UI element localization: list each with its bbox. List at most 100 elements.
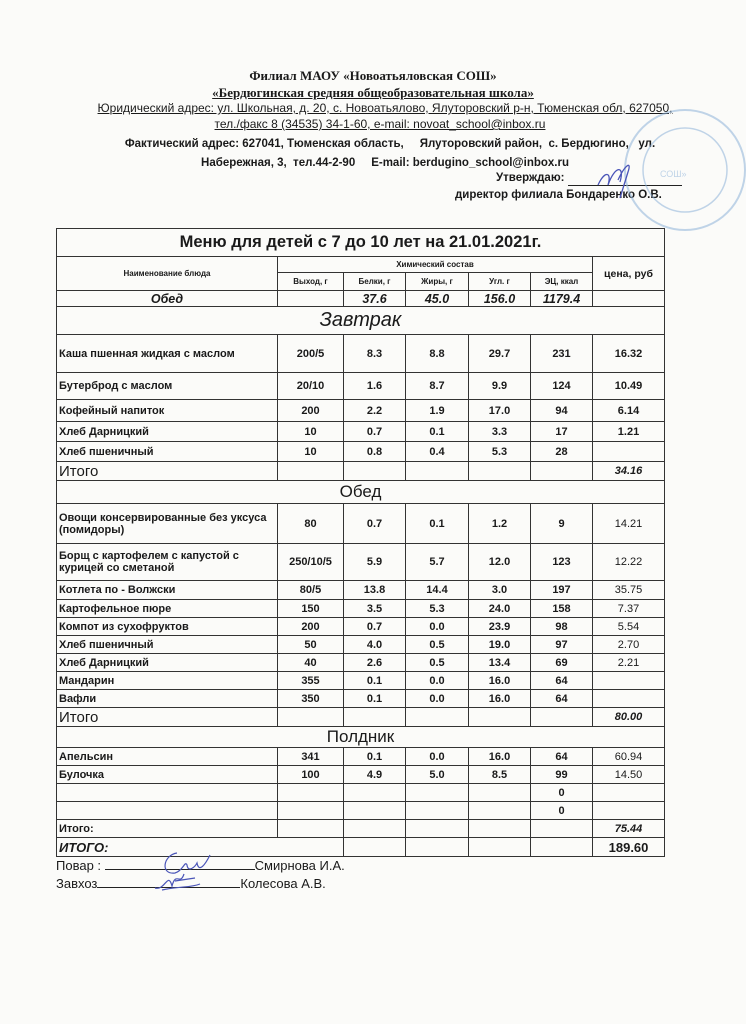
dish-protein: 0.1 [343,689,406,708]
dish-energy: 64 [530,689,593,708]
dish-fat: 5.3 [405,599,469,618]
school-name: «Бердюгинская средняя общеобразовательна… [212,85,534,100]
actual-address: Фактический адрес: 627041, Тюменская обл… [124,138,656,150]
dish-price: 1.21 [591,421,666,442]
dish-protein: 8.3 [343,334,406,373]
table-row: 0 [56,801,666,820]
dish-price: 60.94 [591,747,666,766]
col-fat-header: Жиры, г [405,272,469,291]
empty-cell [277,707,344,727]
dish-energy: 97 [530,635,593,654]
dish-fat: 8.8 [405,334,469,373]
table-row: Компот из сухофруктов 200 0.7 0.0 23.9 98 5.54 [56,617,666,636]
dish-energy: 28 [530,441,593,462]
dish-carbs: 3.3 [468,421,531,442]
dish-price: 10.49 [591,372,666,400]
dish-price [591,783,666,802]
dish-price: 14.21 [591,503,666,544]
dish-output [277,783,344,802]
summary-row: Обед 37.6 45.0 156.0 1179.4 [56,290,666,307]
dish-carbs: 19.0 [468,635,531,654]
section-total-row: Итого: 75.44 [56,819,666,838]
dish-output: 350 [277,689,344,708]
dish-fat: 0.5 [405,653,469,672]
dish-price: 2.70 [591,635,666,654]
dish-output: 20/10 [277,372,344,400]
dish-energy: 94 [530,399,593,422]
dish-price: 7.37 [591,599,666,618]
empty-cell [343,837,406,857]
table-row: Хлеб Дарницкий 10 0.7 0.1 3.3 17 1.21 [56,421,666,442]
dish-output [277,801,344,820]
dish-fat: 5.0 [405,765,469,784]
section-total-row: Итого 80.00 [56,707,666,727]
dish-protein: 4.0 [343,635,406,654]
menu-title-row: Меню для детей с 7 до 10 лет на 21.01.20… [55,228,666,257]
cook-name: Смирнова И.А. [254,858,345,873]
dish-energy: 64 [530,671,593,690]
dish-price: 16.32 [591,334,666,373]
dish-energy: 98 [530,617,593,636]
dish-carbs: 3.0 [468,580,531,600]
legal-address: Юридический адрес: ул. Школьная, д. 20, … [97,101,673,115]
dish-protein: 0.7 [343,421,406,442]
dish-carbs: 8.5 [468,765,531,784]
dish-name: Хлеб пшеничный [56,635,278,654]
summary-price [591,290,666,307]
section-total-price: 75.44 [591,819,666,838]
dish-protein: 0.1 [343,671,406,690]
dish-name: Хлеб Дарницкий [56,653,278,672]
dish-energy: 69 [530,653,593,672]
supply-signature-line: Завхоз Колесова А.В. [56,876,326,891]
col-name-header: Наименование блюда [56,256,278,291]
director-signature-icon [597,164,630,199]
dish-protein: 1.6 [343,372,406,400]
section-total-label: Итого [56,707,278,727]
dish-output: 200 [277,617,344,636]
empty-cell [405,707,469,727]
dish-output: 40 [277,653,344,672]
legal-contacts: тел./факс 8 (34535) 34-1-60, e-mail: nov… [214,117,546,131]
summary-protein: 37.6 [343,290,406,307]
menu-table: Меню для детей с 7 до 10 лет на 21.01.20… [55,228,666,857]
table-row: Мандарин 355 0.1 0.0 16.0 64 [56,671,666,690]
dish-carbs: 16.0 [468,671,531,690]
dish-energy: 64 [530,747,593,766]
dish-fat: 0.0 [405,671,469,690]
table-row: Бутерброд с маслом 20/10 1.6 8.7 9.9 124 10.49 [56,372,666,400]
table-row: Вафли 350 0.1 0.0 16.0 64 [56,689,666,708]
dish-fat: 0.4 [405,441,469,462]
dish-protein: 2.6 [343,653,406,672]
table-row: Хлеб пшеничный 50 4.0 0.5 19.0 97 2.70 [56,635,666,654]
dish-energy: 9 [530,503,593,544]
dish-energy: 123 [530,543,593,581]
dish-price: 35.75 [591,580,666,600]
dish-protein: 2.2 [343,399,406,422]
dish-carbs: 16.0 [468,689,531,708]
section-header-row: Полдник [55,726,666,748]
empty-cell [405,461,469,481]
empty-cell [277,819,344,838]
dish-carbs: 29.7 [468,334,531,373]
dish-carbs: 9.9 [468,372,531,400]
col-protein-header: Белки, г [343,272,406,291]
svg-text:СОШ»: СОШ» [660,169,687,179]
actual-contacts: Набережная, 3, тел.44-2-90 E-mail: berdu… [201,157,569,169]
dish-protein [343,783,406,802]
table-row: Апельсин 341 0.1 0.0 16.0 64 60.94 [56,747,666,766]
dish-name: Бутерброд с маслом [56,372,278,400]
dish-energy: 0 [530,783,593,802]
dish-energy: 231 [530,334,593,373]
dish-name: Хлеб Дарницкий [56,421,278,442]
dish-protein: 0.7 [343,503,406,544]
dish-name [56,801,278,820]
dish-name: Кофейный напиток [56,399,278,422]
dish-output: 341 [277,747,344,766]
dish-output: 355 [277,671,344,690]
dish-price: 14.50 [591,765,666,784]
col-carbs-header: Угл. г [468,272,531,291]
table-row: Картофельное пюре 150 3.5 5.3 24.0 158 7.37 [56,599,666,618]
dish-price: 5.54 [591,617,666,636]
section-title: Обед [55,480,666,504]
dish-carbs: 12.0 [468,543,531,581]
